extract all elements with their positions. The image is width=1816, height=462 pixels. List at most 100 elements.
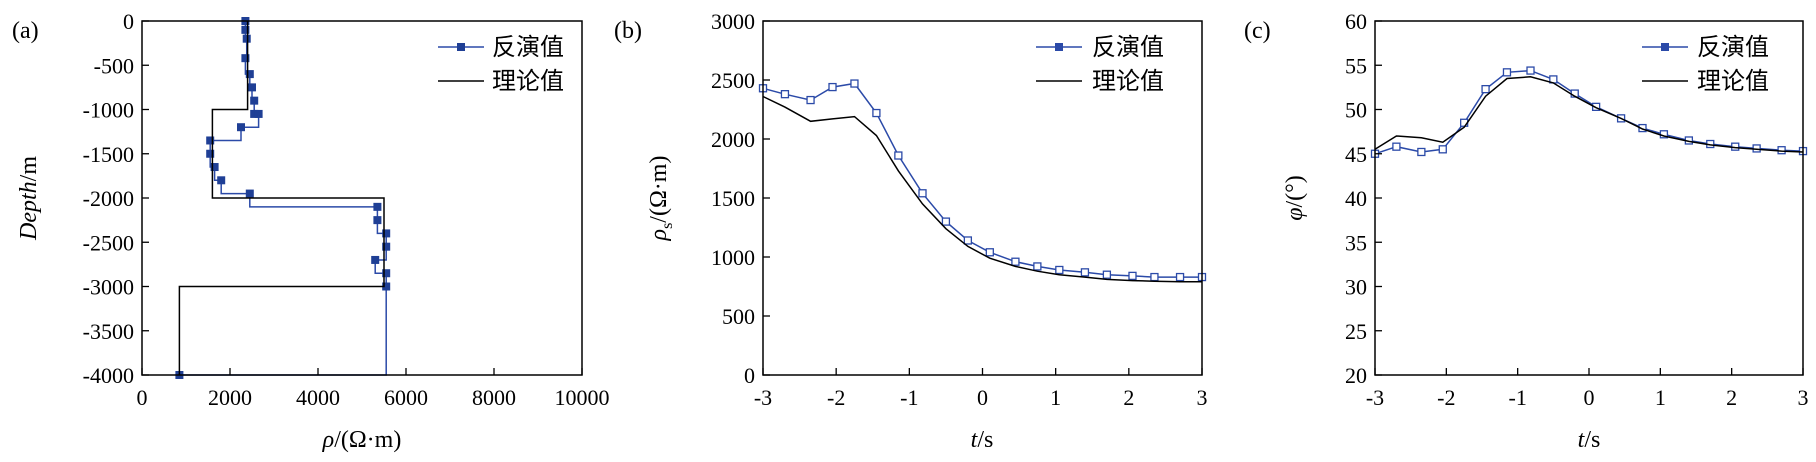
panel-c-data-point (1481, 84, 1490, 94)
panel-a-data-point (245, 70, 254, 79)
panel-a-data-point (373, 202, 382, 211)
panel-b-ytick-label: 0 (744, 363, 755, 388)
panel-c-xtick-label: 1 (1655, 385, 1666, 410)
panel-b-data-point (1102, 270, 1112, 279)
panel-b-series-inverted-line (762, 82, 1202, 278)
panel-b-ytick-label: 1500 (711, 186, 755, 211)
panel-a-marks (175, 17, 391, 379)
panel-a-y-axis: 0 -500 -1000 -1500 -2000 -2500 -3000 -3500 -4000 (83, 9, 149, 388)
panel-c-ytick-label: 40 (1345, 186, 1367, 211)
panel-b-data-point (828, 82, 837, 92)
panel-a-ytick-label: -2500 (83, 230, 134, 255)
panel-a-xtick-label: 2000 (208, 385, 252, 410)
panel-a-data-point (250, 96, 259, 105)
panel-b-legend: 反演值 理论值 (1036, 33, 1164, 95)
panel-a-label: (a) (12, 18, 39, 44)
panel-b-data-point (872, 108, 881, 118)
panel-b-data-point (1150, 272, 1159, 282)
panel-a: (a) 0 2000 4000 6000 8000 10000 0 -500 -1000 -15… (12, 9, 610, 453)
panel-a-xlabel: ρ/(Ω·m) (322, 427, 402, 453)
panel-c-data-point (1526, 66, 1535, 75)
panel-b-xtick-label: -3 (754, 385, 772, 410)
panel-b: (b) -3 -2 -1 0 1 2 3 050010001500200025003000 … (614, 9, 1208, 453)
panel-b-data-point (985, 248, 994, 257)
panel-c-ylabel: φ/(°) (1282, 175, 1308, 221)
panel-a-data-point (382, 242, 391, 251)
panel-c-data-point (1502, 68, 1512, 77)
panel-a-xtick-label: 6000 (384, 385, 428, 410)
panel-b-data-point (806, 95, 815, 105)
panel-c-ytick-label: 35 (1345, 230, 1367, 255)
panel-a-ytick-label: -2000 (83, 186, 134, 211)
panel-b-ytick-label: 2000 (711, 127, 755, 152)
panel-c-x-axis: -3 -2 -1 0 1 2 3 (1366, 368, 1809, 410)
panel-c-data-point (1417, 147, 1426, 157)
panel-a-data-point (382, 282, 391, 291)
panel-b-label: (b) (614, 18, 642, 44)
panel-b-data-point (1080, 268, 1090, 277)
panel-c-marks (1370, 66, 1808, 158)
panel-b-data-point (850, 79, 859, 88)
panel-b-xtick-label: -1 (900, 385, 918, 410)
panel-a-ytick-label: 0 (123, 9, 134, 34)
panel-b-data-point (941, 217, 951, 226)
panel-c-data-point (1438, 145, 1447, 154)
panel-a-data-point (254, 109, 263, 118)
panel-c-ytick-label: 50 (1345, 98, 1367, 123)
panel-a-x-axis: 0 2000 4000 6000 8000 10000 (137, 368, 610, 410)
panel-c-series-theory-line (1374, 76, 1804, 153)
panel-b-ylabel: ρs/(Ω·m) (646, 156, 676, 242)
panel-a-legend-inverted-label: 反演值 (492, 33, 564, 61)
panel-a-data-point (217, 176, 226, 185)
panel-c-legend-theory-label: 理论值 (1697, 67, 1769, 95)
panel-c-ytick-label: 20 (1345, 363, 1367, 388)
panel-a-xtick-label: 0 (137, 385, 148, 410)
panel-a-ytick-label: -1500 (83, 142, 134, 167)
panel-b-xtick-label: -2 (827, 385, 845, 410)
panel-c-xlabel: t/s (1578, 427, 1601, 453)
panel-b-xlabel: t/s (971, 427, 994, 453)
panel-c-series-inverted-line (1374, 69, 1804, 155)
panel-a-data-point (237, 123, 245, 132)
panel-b-data-point (918, 189, 927, 198)
panel-c-data-point (1392, 142, 1401, 151)
panel-b-data-point (1011, 257, 1020, 266)
panel-b-data-point (1055, 265, 1064, 275)
panel-a-ytick-label: -3000 (83, 275, 134, 300)
panel-c-y-axis: 20 25 30 35 40 45 50 55 60 (1345, 9, 1382, 388)
panel-c-ytick-label: 60 (1345, 9, 1367, 34)
panel-a-ytick-label: -3500 (83, 319, 134, 344)
panel-b-xtick-label: 2 (1123, 385, 1134, 410)
panel-c-legend-inverted-label: 反演值 (1697, 33, 1769, 61)
panel-b-ytick-label: 3000 (711, 9, 755, 34)
panel-b-data-point (780, 90, 790, 99)
panel-a-data-point (241, 25, 250, 34)
panel-a-data-point (248, 83, 256, 92)
panel-c-xtick-label: -1 (1509, 385, 1527, 410)
panel-a-xtick-label: 4000 (296, 385, 340, 410)
panel-a-xtick-label: 10000 (555, 385, 610, 410)
panel-a-data-point (210, 163, 219, 172)
panel-b-data-point (894, 151, 903, 160)
panel-c-xtick-label: 0 (1584, 385, 1595, 410)
panel-c-ytick-label: 45 (1345, 142, 1367, 167)
panel-b-xtick-label: 1 (1050, 385, 1061, 410)
panel-a-legend: 反演值 理论值 (438, 33, 564, 95)
panel-b-x-axis: -3 -2 -1 0 1 2 3 (754, 368, 1208, 410)
panel-b-data-point (963, 236, 973, 245)
panel-b-legend-theory-label: 理论值 (1092, 67, 1164, 95)
panel-b-ytick-label: 500 (722, 304, 755, 329)
panel-b-legend-inverted-label: 反演值 (1092, 33, 1164, 61)
panel-c: (c) -3 -2 -1 0 1 2 3 20 25 30 35 40 45 50 55 60 t/s φ/… (1244, 9, 1809, 453)
panel-c-label: (c) (1244, 18, 1271, 44)
panel-b-data-point (1033, 262, 1042, 271)
panel-c-xtick-label: -2 (1437, 385, 1455, 410)
panel-a-data-point (242, 34, 251, 43)
panel-b-ytick-label: 2500 (711, 68, 755, 93)
panel-c-legend-inverted-marker (1661, 43, 1669, 51)
panel-a-data-point (245, 189, 254, 198)
panel-b-xtick-label: 0 (977, 385, 988, 410)
panel-c-xtick-label: 3 (1798, 385, 1809, 410)
panel-c-xtick-label: -3 (1366, 385, 1384, 410)
